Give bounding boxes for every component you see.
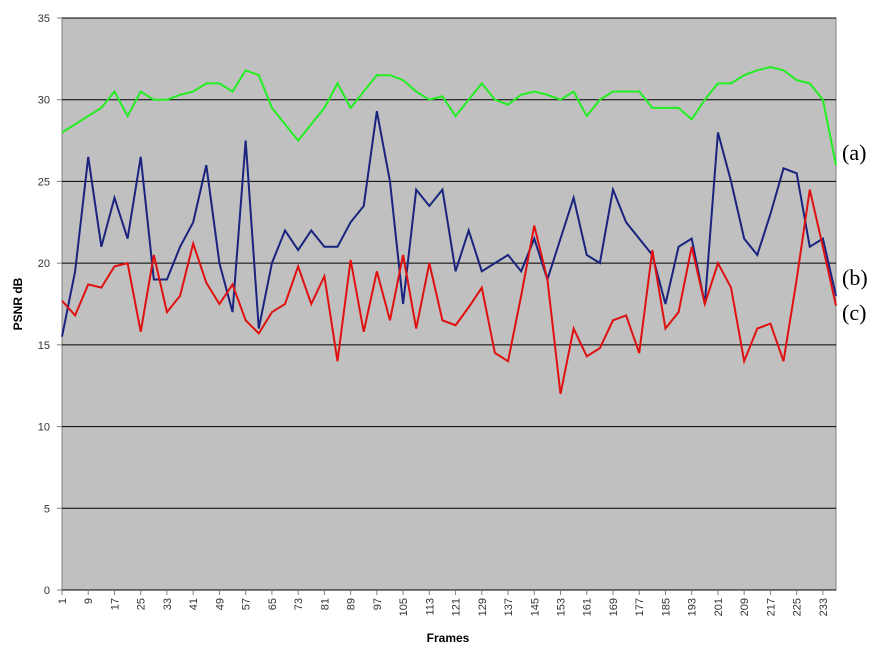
x-tick-label: 17 xyxy=(109,598,121,610)
y-tick-label: 20 xyxy=(38,258,50,270)
y-tick-label: 5 xyxy=(44,503,50,515)
x-tick-label: 73 xyxy=(293,598,305,610)
y-tick-label: 15 xyxy=(38,340,50,352)
x-tick-label: 41 xyxy=(188,598,200,610)
x-tick-label: 217 xyxy=(765,598,777,616)
x-tick-label: 1 xyxy=(57,598,69,604)
x-tick-label: 81 xyxy=(319,598,331,610)
annotation: (c) xyxy=(842,300,866,325)
x-tick-label: 97 xyxy=(372,598,384,610)
x-tick-label: 49 xyxy=(214,598,226,610)
series-line xyxy=(61,65,837,166)
x-tick-label: 65 xyxy=(267,598,279,610)
x-tick-label: 225 xyxy=(792,598,804,616)
x-tick-label: 33 xyxy=(162,598,174,610)
x-tick-label: 89 xyxy=(346,598,358,610)
series-line xyxy=(61,110,837,337)
y-axis-label: PSNR dB xyxy=(11,277,25,330)
annotation: (b) xyxy=(842,265,868,290)
x-tick-label: 137 xyxy=(503,598,515,616)
y-tick-label: 30 xyxy=(38,95,50,107)
x-tick-label: 129 xyxy=(477,598,489,616)
x-tick-label: 113 xyxy=(424,598,436,616)
x-tick-label: 25 xyxy=(136,598,148,610)
x-tick-label: 57 xyxy=(241,598,253,610)
x-tick-label: 105 xyxy=(398,598,410,616)
x-tick-label: 9 xyxy=(83,598,95,604)
y-tick-label: 10 xyxy=(38,422,50,434)
x-tick-label: 169 xyxy=(608,598,620,616)
annotation: (a) xyxy=(842,140,866,165)
x-tick-label: 233 xyxy=(818,598,830,616)
x-tick-label: 177 xyxy=(634,598,646,616)
y-tick-label: 25 xyxy=(38,176,50,188)
x-tick-label: 185 xyxy=(660,598,672,616)
y-tick-label: 35 xyxy=(38,13,50,25)
series-line xyxy=(61,189,837,395)
x-tick-label: 145 xyxy=(529,598,541,616)
plot-area xyxy=(61,17,837,591)
x-tick-label: 153 xyxy=(556,598,568,616)
y-tick-label: 0 xyxy=(44,585,50,597)
x-tick-label: 209 xyxy=(739,598,751,616)
x-tick-label: 201 xyxy=(713,598,725,616)
x-tick-label: 193 xyxy=(687,598,699,616)
x-axis-label: Frames xyxy=(427,631,470,645)
x-tick-label: 161 xyxy=(582,598,594,616)
x-tick-label: 121 xyxy=(451,598,463,616)
